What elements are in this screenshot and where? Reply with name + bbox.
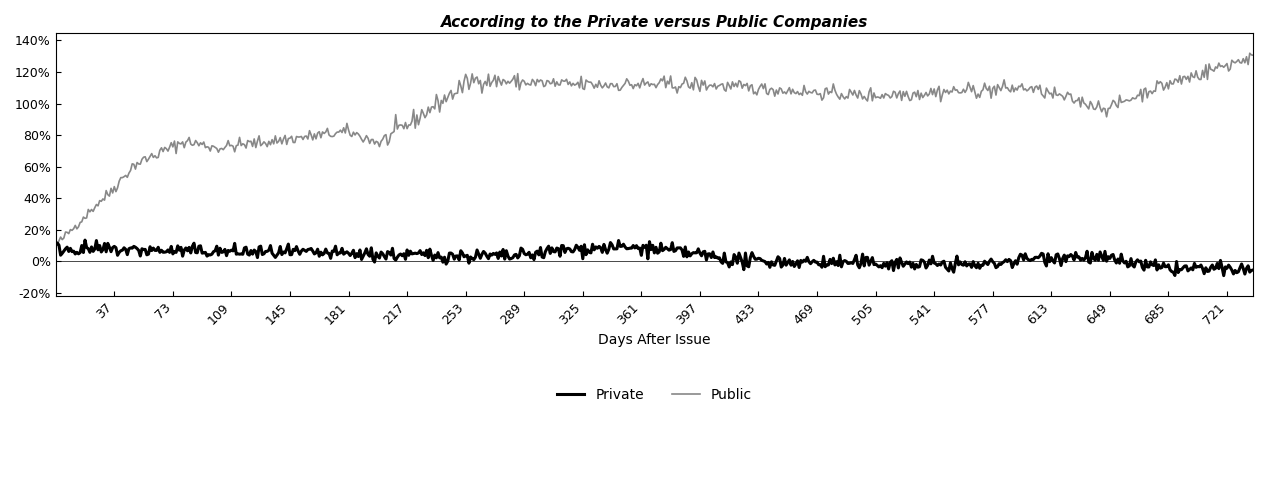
Private bbox=[1245, 267, 1260, 273]
Private bbox=[364, 245, 379, 251]
Private bbox=[369, 250, 384, 256]
Public bbox=[364, 136, 379, 142]
Public bbox=[56, 235, 71, 241]
Public bbox=[1245, 52, 1260, 58]
Public bbox=[48, 242, 63, 248]
Line: Private: Private bbox=[56, 240, 1253, 275]
Legend: Private, Public: Private, Public bbox=[552, 382, 757, 407]
Public bbox=[1002, 88, 1017, 94]
X-axis label: Days After Issue: Days After Issue bbox=[598, 333, 710, 347]
Private bbox=[77, 237, 93, 243]
Title: According to the Private versus Public Companies: According to the Private versus Public C… bbox=[441, 15, 869, 30]
Public bbox=[363, 140, 378, 146]
Private bbox=[56, 248, 71, 254]
Private bbox=[365, 256, 380, 262]
Private bbox=[1216, 272, 1231, 278]
Public bbox=[53, 234, 68, 240]
Private bbox=[1003, 257, 1018, 263]
Public bbox=[366, 141, 382, 147]
Private bbox=[48, 243, 63, 249]
Line: Public: Public bbox=[56, 53, 1253, 245]
Public bbox=[1243, 50, 1258, 56]
Private bbox=[53, 252, 68, 258]
